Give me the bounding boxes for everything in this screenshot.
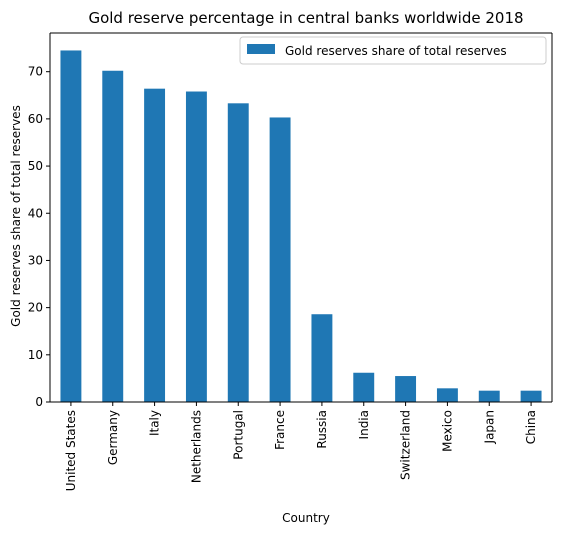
x-tick-label: Netherlands [189, 410, 203, 483]
bar [60, 50, 82, 403]
x-tick-label: Italy [148, 410, 162, 436]
y-tick-label: 70 [28, 65, 43, 79]
bar [395, 376, 417, 402]
bar [478, 390, 500, 402]
x-tick-label: India [357, 410, 371, 439]
y-tick-label: 40 [28, 206, 43, 220]
bar [436, 388, 458, 402]
bar [144, 88, 166, 403]
legend: Gold reserves share of total reserves [239, 36, 547, 65]
x-tick-label: United States [64, 410, 78, 491]
bar [269, 117, 291, 402]
x-tick-label: Japan [482, 410, 496, 444]
x-tick-label: Portugal [231, 410, 245, 460]
y-tick-label: 50 [28, 159, 43, 173]
bar [520, 390, 542, 402]
plot-area: 0 10 20 30 40 50 60 70 United States Germany Italy… [28, 32, 553, 491]
y-tick-label: 20 [28, 301, 43, 315]
legend-frame [239, 36, 547, 65]
x-tick-label: Germany [106, 410, 120, 465]
bar [185, 91, 207, 402]
bar [227, 103, 249, 403]
x-axis-label: Country [282, 511, 330, 525]
legend-swatch [247, 44, 275, 54]
x-tick-label: France [273, 410, 287, 450]
bar [311, 314, 333, 402]
chart-title: Gold reserve percentage in central banks… [88, 9, 523, 27]
y-tick-label: 0 [35, 395, 43, 409]
bar [102, 70, 124, 402]
y-tick-label: 10 [28, 348, 43, 362]
y-tick-label: 60 [28, 112, 43, 126]
y-axis-label: Gold reserves share of total reserves [9, 105, 23, 327]
y-tick-label: 30 [28, 253, 43, 267]
legend-label: Gold reserves share of total reserves [285, 44, 507, 58]
x-tick-label: Switzerland [399, 410, 413, 480]
bar [353, 372, 375, 402]
x-tick-label: Russia [315, 410, 329, 449]
x-tick-label: Mexico [440, 410, 454, 452]
x-tick-label: China [524, 410, 538, 444]
